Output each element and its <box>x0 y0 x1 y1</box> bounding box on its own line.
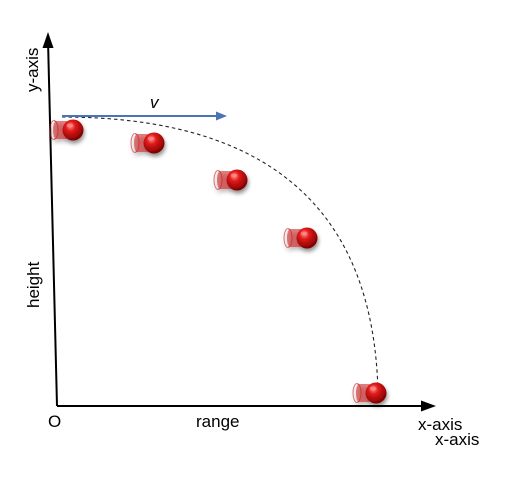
ball-body <box>226 169 248 191</box>
ball-highlight <box>369 386 377 391</box>
ball-highlight <box>300 231 308 236</box>
projectile-balls <box>49 119 387 404</box>
ball-highlight <box>66 123 74 128</box>
projectile-ball-icon <box>283 227 318 249</box>
projectile-ball-icon <box>130 132 165 154</box>
velocity-label: v <box>150 93 160 112</box>
ball-highlight <box>147 136 155 141</box>
ball-body <box>365 382 387 404</box>
velocity-arrowhead <box>216 111 227 121</box>
height-label: height <box>24 261 43 308</box>
y-axis-label: y-axis <box>23 48 42 92</box>
ball-highlight <box>230 173 238 178</box>
trajectory-path <box>61 116 379 394</box>
projectile-ball-icon <box>352 382 387 404</box>
x-axis-arrowhead <box>421 400 436 412</box>
x-axis-label-2: x-axis <box>435 430 479 449</box>
ball-body <box>62 119 84 141</box>
ball-body <box>143 132 165 154</box>
projectile-ball-icon <box>213 169 248 191</box>
projectile-ball-icon <box>49 119 84 141</box>
x-axis-label-1: x-axis <box>418 415 462 434</box>
y-axis-arrowhead <box>42 32 54 48</box>
range-label: range <box>196 412 239 431</box>
y-axis-line <box>47 39 58 407</box>
origin-label: O <box>48 412 61 431</box>
ball-body <box>296 227 318 249</box>
